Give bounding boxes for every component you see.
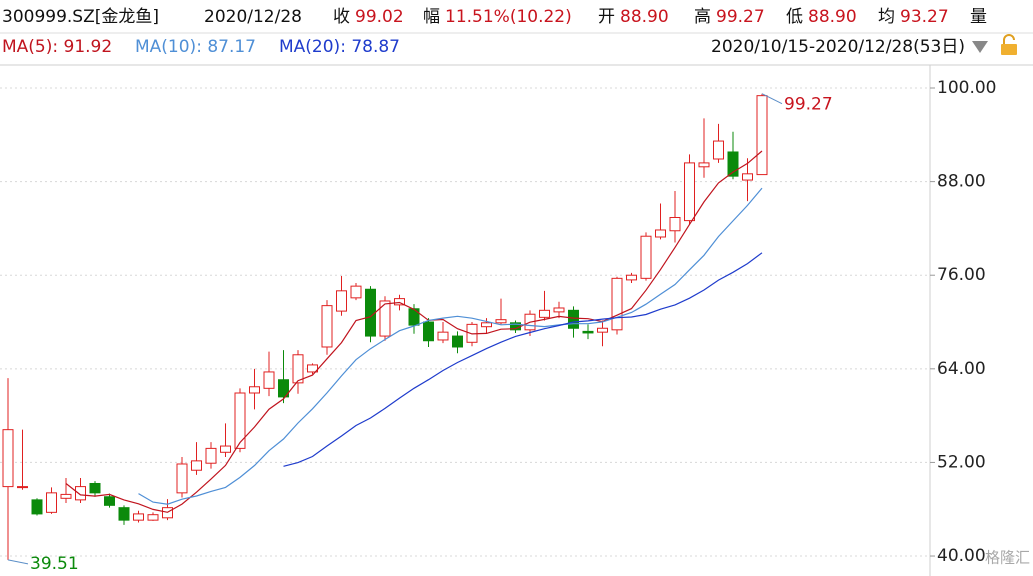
candle-body [292, 354, 304, 384]
candle-body [582, 330, 594, 334]
candle-body [147, 514, 159, 521]
candle-body [640, 235, 652, 279]
candle-body [104, 496, 115, 506]
y-tick-label: 64.00 [937, 359, 986, 379]
ma-line [283, 252, 763, 467]
candle-body [133, 513, 144, 521]
candle-body [336, 290, 347, 312]
watermark: 格隆汇 [985, 549, 1030, 567]
candle-body [408, 308, 420, 326]
candle-body [350, 285, 362, 299]
y-tick-label: 52.00 [937, 452, 986, 472]
candle-body [756, 95, 768, 176]
candle-body [742, 173, 753, 181]
y-tick-label: 76.00 [937, 265, 986, 285]
quote-value: 88.90 [620, 7, 669, 27]
quote-value: 11.51%(10.22) [445, 7, 572, 27]
candle-body [307, 364, 318, 373]
candle-body [713, 140, 724, 160]
lock-shackle [1003, 34, 1015, 44]
candle-body [75, 486, 86, 501]
quote-label: 幅 [423, 7, 440, 27]
candle-body [626, 274, 637, 281]
candle-body [60, 493, 72, 499]
candle-body [321, 305, 333, 348]
candle-body [437, 331, 449, 341]
candle-body [423, 321, 434, 342]
candle-body [263, 371, 275, 389]
candle-body [2, 429, 14, 488]
quote-label: 开 [598, 7, 615, 27]
quote-value: 99.02 [355, 7, 404, 27]
lock-body [1001, 44, 1017, 55]
date-range[interactable]: 2020/10/15-2020/12/28(53日) [711, 37, 965, 57]
quote-label: 均 [878, 7, 895, 27]
candle-body [698, 162, 710, 168]
low-pointer [7, 559, 29, 565]
high-pointer [761, 93, 783, 105]
dropdown-icon[interactable] [972, 41, 988, 53]
high-label: 99.27 [784, 95, 833, 115]
legend-entry: MA(5): 91.92 [2, 37, 112, 57]
legend-entry: MA(20): 78.87 [279, 37, 400, 57]
quote-label: 高 [694, 7, 711, 27]
candle-body [669, 216, 681, 232]
candle-body [611, 277, 623, 331]
low-label: 39.51 [30, 554, 79, 574]
stock-code: 300999.SZ[金龙鱼] [2, 7, 159, 27]
lock-icon[interactable] [1001, 34, 1017, 55]
legend-entry: MA(10): 87.17 [135, 37, 256, 57]
candle-body [539, 309, 550, 318]
candle-body [46, 492, 57, 513]
candle-body [220, 445, 231, 453]
ma-line [138, 187, 763, 505]
candle-body [655, 229, 666, 238]
quote-date: 2020/12/28 [204, 7, 302, 27]
candle-body [379, 300, 391, 337]
candle-body [249, 386, 260, 394]
quote-value: 99.27 [716, 7, 765, 27]
candle-body [727, 151, 739, 177]
ma-line [65, 150, 763, 513]
candle-body [481, 322, 492, 328]
quote-label: 收 [333, 7, 350, 27]
quote-value: 93.27 [900, 7, 949, 27]
candle-body [452, 335, 463, 348]
candle-body [31, 499, 43, 515]
candle-body [394, 298, 405, 306]
candle-body [597, 327, 608, 333]
quote-label: 低 [786, 7, 803, 27]
candle-body [568, 309, 579, 329]
candle-body [553, 307, 565, 313]
candle-body [176, 463, 188, 494]
candle-body [191, 460, 202, 471]
candle-body [234, 392, 246, 449]
candle-body [17, 486, 28, 489]
quote-value: 88.90 [808, 7, 857, 27]
candle-body [365, 288, 376, 337]
candle-body [118, 507, 130, 521]
candle-body [495, 319, 507, 324]
y-tick-label: 88.00 [937, 172, 986, 192]
volume-label: 量 [970, 7, 987, 27]
candle-body [89, 482, 101, 494]
candle-body [205, 447, 217, 464]
y-tick-label: 100.00 [937, 78, 996, 98]
candle-body [684, 162, 695, 222]
y-tick-label: 40.00 [937, 546, 986, 566]
candle-body [278, 379, 289, 398]
